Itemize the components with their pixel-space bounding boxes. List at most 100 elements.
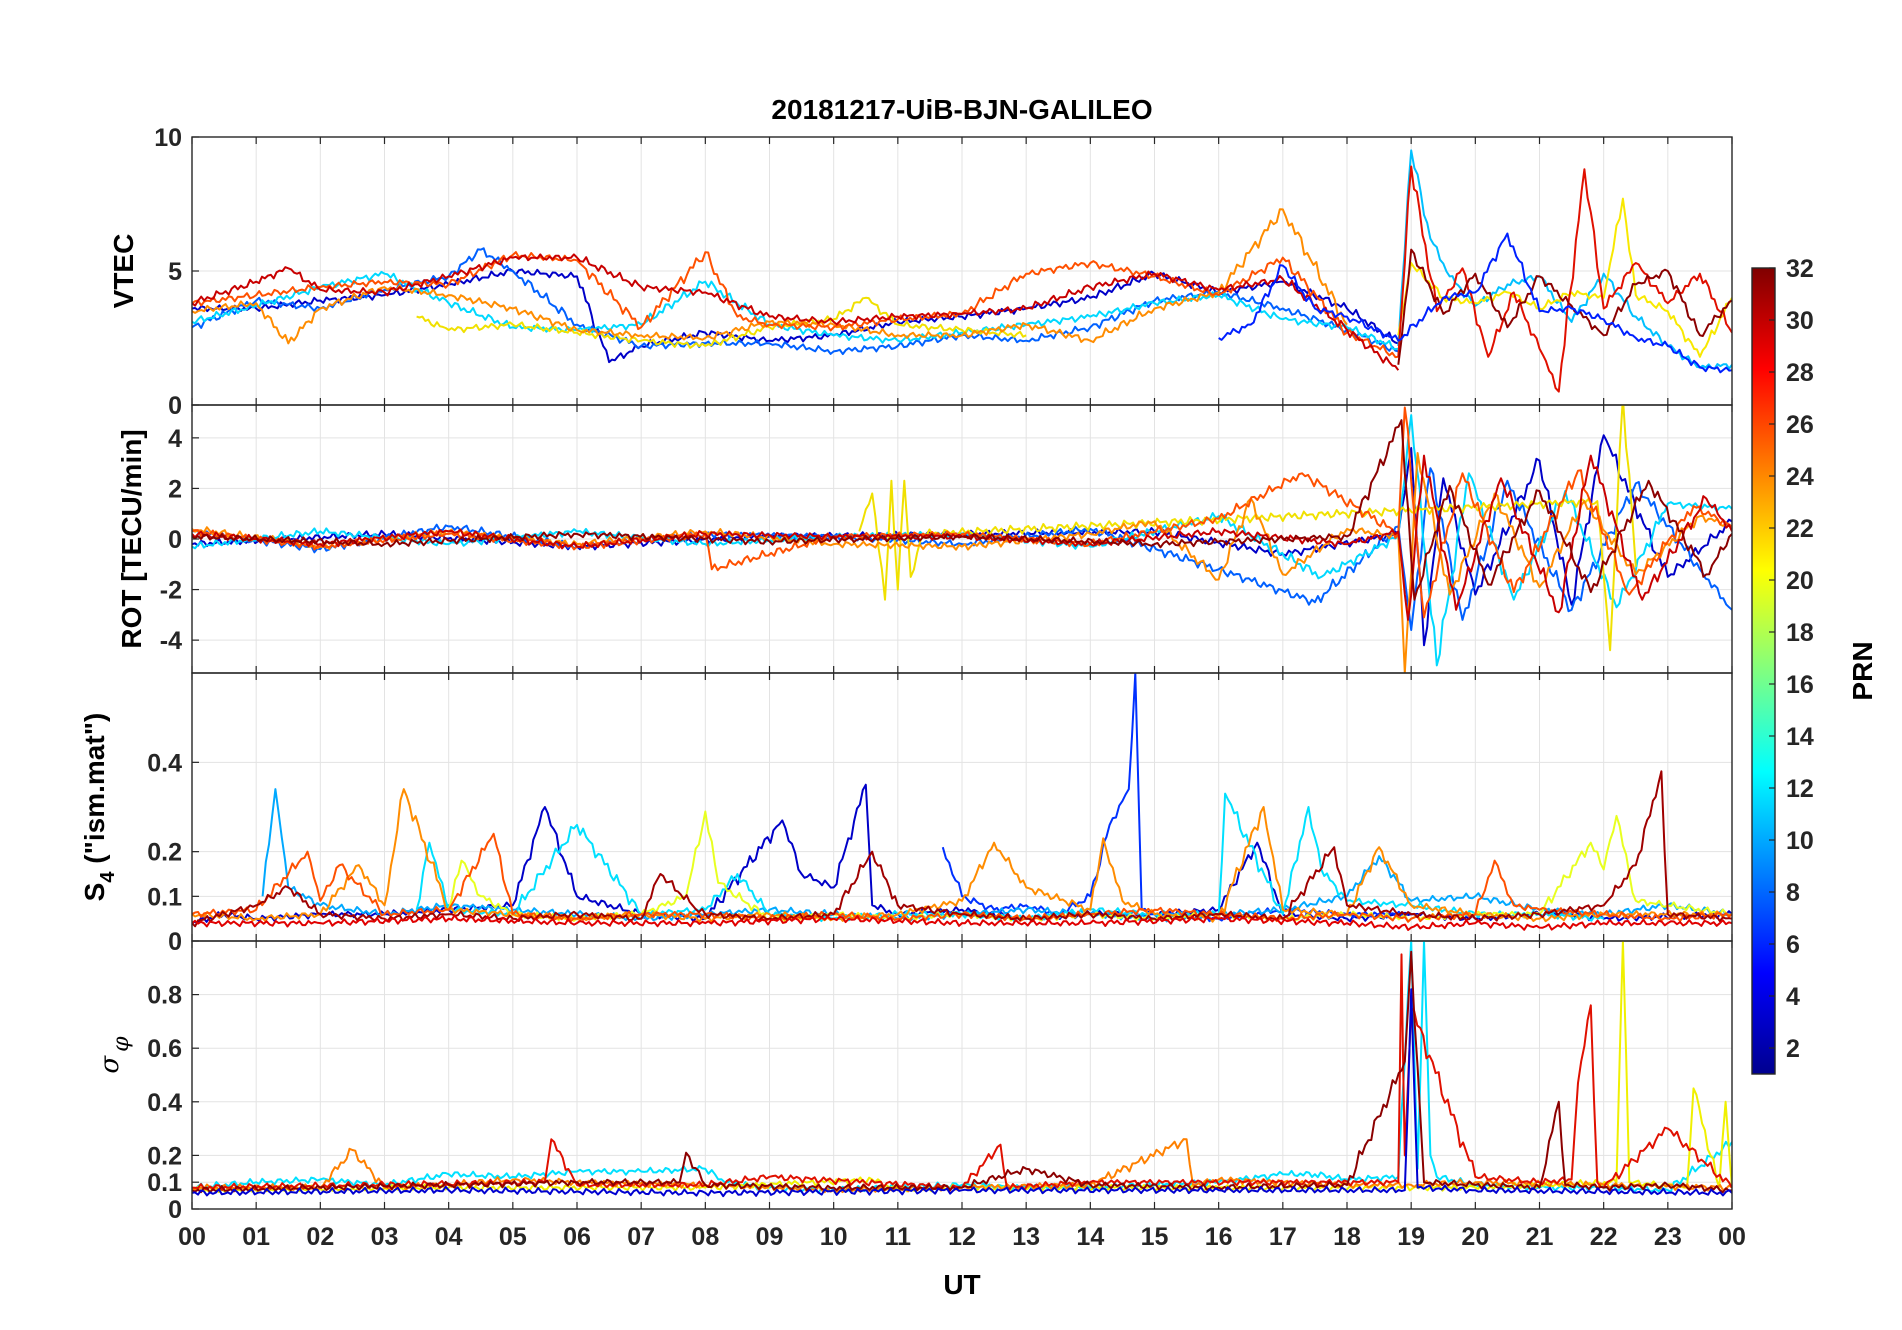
x-tick-label: 09 [756, 1223, 784, 1251]
colorbar-tick-label: 8 [1786, 879, 1800, 907]
vtec-series-prn-5 [1218, 232, 1732, 374]
colorbar-tick-label: 32 [1786, 255, 1814, 283]
colorbar-tick-label: 12 [1786, 775, 1814, 803]
colorbar-tick-label: 28 [1786, 359, 1814, 387]
panel-vtec-ylabel: VTEC [108, 234, 139, 309]
s4-series-prn-9 [261, 788, 1732, 923]
panel-s4-ylabel: S4 ("ism.mat") [79, 713, 119, 902]
y-tick-label: 5 [168, 258, 182, 286]
colorbar-frame [1751, 267, 1776, 1075]
x-tick-label: 16 [1205, 1223, 1233, 1251]
y-tick-label: 0 [168, 1196, 182, 1224]
x-tick-label: 02 [306, 1223, 334, 1251]
x-tick-label: 18 [1333, 1223, 1361, 1251]
vtec-series-prn-30 [192, 253, 1400, 371]
y-tick-label: 0.6 [147, 1035, 182, 1063]
y-tick-label: 0.1 [147, 883, 182, 911]
colorbar-tick-label: 22 [1786, 515, 1814, 543]
x-tick-label: 00 [1718, 1223, 1746, 1251]
panel-sigma-phi-ylabel-main: σ [95, 1055, 125, 1074]
panel-sigma-phi-ylabel-sub: φ [109, 1036, 134, 1052]
colorbar-tick-label: 16 [1786, 671, 1814, 699]
vtec-series-prn-24 [192, 208, 1348, 345]
x-tick-label: 06 [563, 1223, 591, 1251]
x-tick-label: 22 [1590, 1223, 1618, 1251]
colorbar-tick-label: 4 [1786, 983, 1800, 1011]
y-tick-label: 0 [168, 526, 182, 554]
x-tick-label: 15 [1141, 1223, 1169, 1251]
colorbar-tick-label: 2 [1786, 1035, 1800, 1063]
rot-series-prn-11 [192, 414, 1732, 667]
x-tick-label: 04 [435, 1223, 463, 1251]
x-tick-label: 00 [178, 1223, 206, 1251]
x-tick-label: 03 [371, 1223, 399, 1251]
x-axis-ticks: 00 01 02 03 04 05 06 07 08 09 10 11 12 13 14 15 16 17 18 19… [178, 1223, 1746, 1251]
panel-s4-yticks: 0 0.1 0.2 0.4 [147, 749, 199, 956]
panel-s4-plot [192, 673, 1732, 931]
panel-rot-yticks: -4 -2 0 2 4 [160, 425, 199, 655]
colorbar-tick-label: 24 [1786, 463, 1814, 491]
s4-series-prn-12 [415, 792, 1605, 923]
panel-vtec: 0 5 10 VTEC [108, 124, 1733, 420]
panel-s4: 0 0.1 0.2 0.4 S4 ("ism.mat") [79, 672, 1733, 956]
panel-s4-ylabel-rest: ("ism.mat") [79, 713, 110, 872]
rot-series-prn-20 [858, 405, 1637, 652]
y-tick-label: 0.4 [147, 1089, 182, 1117]
sigma-phi-series-prn-3 [192, 988, 1732, 1198]
y-tick-label: 0 [168, 928, 182, 956]
x-tick-label: 10 [820, 1223, 848, 1251]
panel-sigma-phi-yticks: 00.10.2 0.4 0.6 0.8 [147, 982, 199, 1224]
y-tick-label: 4 [168, 425, 182, 453]
panel-rot: -4 -2 0 2 4 ROT [TECU/min] [116, 404, 1733, 674]
rot-series-prn-30 [192, 454, 1732, 621]
x-tick-label: 05 [499, 1223, 527, 1251]
x-axis-label: UT [943, 1269, 980, 1300]
y-tick-label: 10 [154, 124, 182, 152]
panel-s4-ylabel-sub: 4 [97, 871, 119, 883]
colorbar-gradient [1752, 268, 1775, 1074]
y-tick-label: 0 [168, 392, 182, 420]
x-tick-label: 23 [1654, 1223, 1682, 1251]
colorbar-tick-label: 14 [1786, 723, 1814, 751]
y-tick-label: -2 [160, 577, 182, 605]
chart-title: 20181217-UiB-BJN-GALILEO [771, 94, 1152, 125]
x-tick-label: 17 [1269, 1223, 1297, 1251]
colorbar-tick-label: 18 [1786, 619, 1814, 647]
x-tick-label: 07 [627, 1223, 655, 1251]
y-tick-label: -4 [160, 627, 182, 655]
y-tick-label: 0.4 [147, 749, 182, 777]
colorbar-tick-label: 26 [1786, 411, 1814, 439]
x-tick-label: 11 [885, 1223, 912, 1251]
x-tick-label: 20 [1461, 1223, 1489, 1251]
colorbar-tick-label: 6 [1786, 931, 1800, 959]
vtec-series-prn-26 [192, 251, 1399, 359]
panel-sigma-phi-ylabel: σφ [95, 1036, 134, 1074]
y-tick-label: 0.8 [147, 982, 182, 1010]
x-tick-label: 13 [1012, 1223, 1040, 1251]
vtec-series-prn-29 [1397, 165, 1732, 393]
colorbar-tick-label: 10 [1786, 827, 1814, 855]
panel-sigma-phi: 00.10.2 0.4 0.6 0.8 σφ [95, 940, 1733, 1224]
s4-series-prn-31 [192, 770, 1732, 928]
x-tick-label: 21 [1526, 1223, 1554, 1251]
colorbar-label: PRN [1847, 641, 1878, 700]
rot-series-prn-32 [192, 419, 1732, 601]
colorbar-tick-label: 30 [1786, 307, 1814, 335]
y-tick-label: 2 [168, 475, 182, 503]
y-tick-label: 0.1 [147, 1169, 182, 1197]
vtec-series-prn-32 [1397, 248, 1732, 365]
sigma-phi-series-prn-32 [192, 950, 1732, 1194]
panel-vtec-yticks: 0 5 10 [154, 124, 199, 420]
colorbar-tick-label: 20 [1786, 567, 1814, 595]
panel-s4-grid [191, 673, 1733, 942]
x-tick-label: 08 [691, 1223, 719, 1251]
y-tick-label: 0.2 [147, 839, 182, 867]
panel-sigma-phi-plot [192, 941, 1732, 1198]
panel-vtec-plot [192, 149, 1732, 393]
panel-s4-ylabel-main: S [79, 883, 110, 902]
vtec-series-prn-20 [416, 296, 1027, 349]
x-tick-label: 19 [1397, 1223, 1425, 1251]
